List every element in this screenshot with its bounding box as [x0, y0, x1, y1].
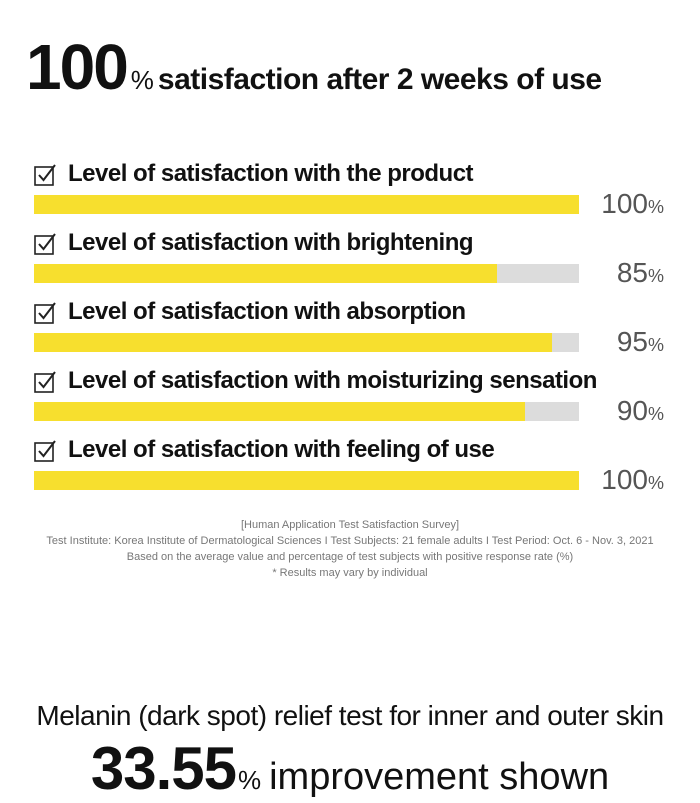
- bar-track: [34, 195, 579, 214]
- bar-fill: [34, 195, 579, 214]
- value-label: 90%: [617, 395, 664, 427]
- bar-fill: [34, 333, 552, 352]
- value-label: 100%: [601, 464, 664, 496]
- survey-notes: [Human Application Test Satisfaction Sur…: [0, 517, 700, 581]
- checkbox-checked-icon: [34, 440, 56, 462]
- chart-row: Level of satisfaction with moisturizing …: [34, 365, 674, 434]
- improvement-percent: %: [237, 765, 262, 795]
- notes-title: [Human Application Test Satisfaction Sur…: [240, 519, 460, 531]
- checkbox-checked-icon: [34, 164, 56, 186]
- bar-fill: [34, 264, 498, 283]
- bar-track: [34, 402, 579, 421]
- value-label: 100%: [601, 188, 664, 220]
- improvement-number: 33.55: [90, 735, 237, 802]
- improvement-text: improvement shown: [269, 756, 610, 798]
- chart-row: Level of satisfaction with the product 10…: [34, 158, 674, 227]
- value-number: 95: [616, 326, 648, 357]
- headline-percent: %: [130, 65, 154, 95]
- category-label: Level of satisfaction with moisturizing …: [68, 367, 597, 394]
- category-label: Level of satisfaction with brightening: [68, 229, 474, 256]
- bar-track: [34, 264, 579, 283]
- melanin-test-title: Melanin (dark spot) relief test for inne…: [36, 700, 664, 731]
- bar-track: [34, 471, 579, 490]
- value-number: 85: [616, 257, 648, 288]
- bar-track: [34, 333, 579, 352]
- bar-fill: [34, 402, 525, 421]
- value-number: 90: [616, 395, 648, 426]
- value-unit: %: [647, 404, 664, 424]
- value-number: 100: [601, 464, 648, 495]
- value-unit: %: [647, 335, 664, 355]
- chart-row: Level of satisfaction with feeling of us…: [34, 434, 674, 503]
- chart-row: Level of satisfaction with brightening 85…: [34, 227, 674, 296]
- main-headline: 100% satisfaction after 2 weeks of use: [26, 30, 602, 104]
- checkbox-checked-icon: [34, 302, 56, 324]
- improvement-headline: 33.55% improvement shown: [0, 734, 700, 803]
- value-unit: %: [647, 266, 664, 286]
- notes-disclaimer: * Results may vary by individual: [272, 567, 428, 579]
- category-label: Level of satisfaction with feeling of us…: [68, 436, 495, 463]
- checkbox-checked-icon: [34, 233, 56, 255]
- value-label: 95%: [617, 326, 664, 358]
- value-number: 100: [601, 188, 648, 219]
- value-unit: %: [647, 473, 664, 493]
- checkbox-checked-icon: [34, 371, 56, 393]
- notes-method: Based on the average value and percentag…: [126, 551, 574, 563]
- notes-institute: Test Institute: Korea Institute of Derma…: [46, 535, 654, 547]
- headline-number: 100: [26, 31, 129, 103]
- value-label: 85%: [617, 257, 664, 289]
- headline-text: satisfaction after 2 weeks of use: [157, 63, 602, 96]
- chart-row: Level of satisfaction with absorption 95%: [34, 296, 674, 365]
- satisfaction-bar-chart: Level of satisfaction with the product 10…: [34, 158, 674, 503]
- category-label: Level of satisfaction with the product: [68, 160, 474, 187]
- bar-fill: [34, 471, 579, 490]
- category-label: Level of satisfaction with absorption: [68, 298, 466, 325]
- value-unit: %: [647, 197, 664, 217]
